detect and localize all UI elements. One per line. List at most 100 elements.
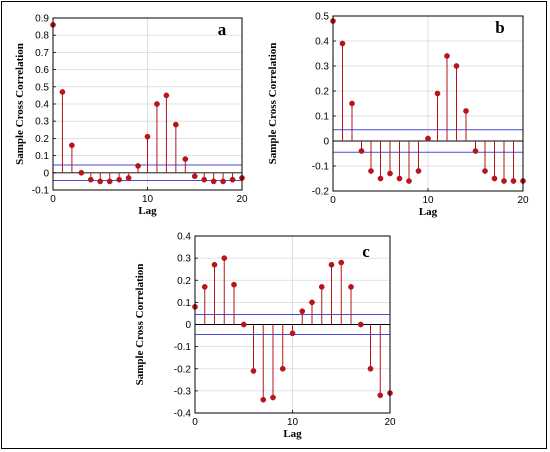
stem-marker xyxy=(231,281,237,288)
stem-marker xyxy=(434,90,441,97)
stem-marker xyxy=(415,168,422,174)
y-tick-label: -0.1 xyxy=(174,342,192,353)
y-tick-label: 0.2 xyxy=(35,134,49,145)
stem-marker xyxy=(472,148,479,154)
stem-marker xyxy=(210,178,217,185)
stem-marker xyxy=(240,321,247,328)
y-tick-label: 0.2 xyxy=(177,276,191,287)
stem-marker xyxy=(444,53,450,59)
y-tick-label: 0.3 xyxy=(35,117,49,128)
stem-marker xyxy=(358,148,365,154)
y-tick-label: 0.9 xyxy=(35,14,49,25)
stem-marker xyxy=(491,175,498,182)
stem-marker xyxy=(97,178,104,185)
stem-marker xyxy=(348,284,354,290)
y-axis-label: Sample Cross Correlation xyxy=(134,264,146,386)
stem-marker xyxy=(191,173,198,180)
y-tick-label: -0.3 xyxy=(174,386,192,397)
x-tick-label: 20 xyxy=(384,417,396,428)
panel-label: b xyxy=(495,18,504,37)
stem-marker xyxy=(229,176,236,183)
y-tick-label: -0.1 xyxy=(312,162,330,173)
stem-marker xyxy=(387,170,393,177)
stem-marker xyxy=(377,175,384,182)
y-tick-label: 0.3 xyxy=(177,254,191,265)
stem-marker xyxy=(116,176,123,183)
y-tick-label: -0.4 xyxy=(174,409,192,420)
y-tick-label: 0 xyxy=(323,137,329,148)
stem-marker xyxy=(250,368,257,374)
stem-marker xyxy=(309,299,315,306)
stem-marker xyxy=(173,121,179,128)
stem-marker xyxy=(377,392,384,399)
y-tick-label: 0.1 xyxy=(35,151,49,162)
stem-marker xyxy=(338,259,345,266)
stem-marker xyxy=(463,108,469,114)
stem-marker xyxy=(270,394,276,401)
x-axis-label: Lag xyxy=(283,428,302,440)
y-tick-label: 0.4 xyxy=(315,37,329,48)
y-tick-label: 0 xyxy=(43,168,49,179)
stem-marker xyxy=(87,176,94,183)
stem-marker xyxy=(201,284,208,290)
x-axis-label: Lag xyxy=(419,206,438,218)
stem-marker xyxy=(135,163,141,169)
y-tick-label: 0.3 xyxy=(315,62,329,73)
stem-marker xyxy=(260,396,267,403)
y-axis-label: Sample Cross Correlation xyxy=(267,43,279,165)
stem-marker xyxy=(367,365,374,372)
y-tick-label: 0.5 xyxy=(315,12,329,23)
panel-c: -0.4 -0.3 -0.2 -0.1 0 0.1 0.2 0.3 0.4 0 10 20 Lag Sam… xyxy=(134,232,396,441)
x-tick-label: 10 xyxy=(287,417,299,428)
stem-marker xyxy=(339,40,346,47)
stem-marker xyxy=(125,175,132,181)
y-tick-label: 0 xyxy=(185,320,191,331)
x-tick-label: 0 xyxy=(192,417,198,428)
stem-marker xyxy=(453,63,460,69)
stem-marker xyxy=(106,178,113,185)
panel-a: -0.100.10.20.30.40.50.60.70.80.90 10 20Lag… xyxy=(14,14,248,218)
y-tick-label: 0.6 xyxy=(35,65,49,76)
stem-marker xyxy=(221,255,228,261)
stem-marker xyxy=(182,156,189,162)
stem-marker xyxy=(144,133,151,140)
stem-marker xyxy=(220,178,226,185)
y-tick-label: 0.2 xyxy=(315,87,329,98)
panel-label: a xyxy=(218,20,227,39)
stem-marker xyxy=(201,176,208,183)
stem-marker xyxy=(425,135,431,142)
stem-marker xyxy=(328,261,335,268)
y-tick-label: -0.2 xyxy=(312,187,330,198)
stem-marker xyxy=(299,308,306,315)
stem-marker xyxy=(482,168,488,174)
stem-marker xyxy=(78,169,85,176)
stem-marker xyxy=(368,168,374,174)
stem-marker xyxy=(154,101,160,107)
y-tick-label: 0.4 xyxy=(177,232,191,243)
stem-marker xyxy=(69,142,75,149)
y-axis-label: Sample Cross Correlation xyxy=(14,43,26,165)
x-tick-label: 0 xyxy=(50,194,56,205)
y-tick-label: -0.1 xyxy=(32,186,50,197)
stem-marker xyxy=(163,92,170,99)
x-tick-label: 20 xyxy=(517,195,529,206)
x-tick-label: 0 xyxy=(330,195,336,206)
x-tick-label: 20 xyxy=(236,194,248,205)
y-tick-label: 0.8 xyxy=(35,31,49,42)
y-tick-label: 0.4 xyxy=(35,100,49,111)
y-tick-label: 0.7 xyxy=(35,48,49,59)
x-axis-label: Lag xyxy=(138,205,157,217)
stem-marker xyxy=(396,175,403,182)
stem-marker xyxy=(289,330,296,337)
y-tick-label: -0.2 xyxy=(174,364,192,375)
stem-marker xyxy=(59,89,66,95)
stem-marker xyxy=(357,321,364,328)
stem-marker xyxy=(318,284,325,290)
y-tick-label: 0.5 xyxy=(35,82,49,93)
stem-marker xyxy=(349,100,355,107)
stem-marker xyxy=(279,365,286,372)
panel-label: c xyxy=(362,242,370,261)
x-tick-label: 10 xyxy=(142,194,154,205)
